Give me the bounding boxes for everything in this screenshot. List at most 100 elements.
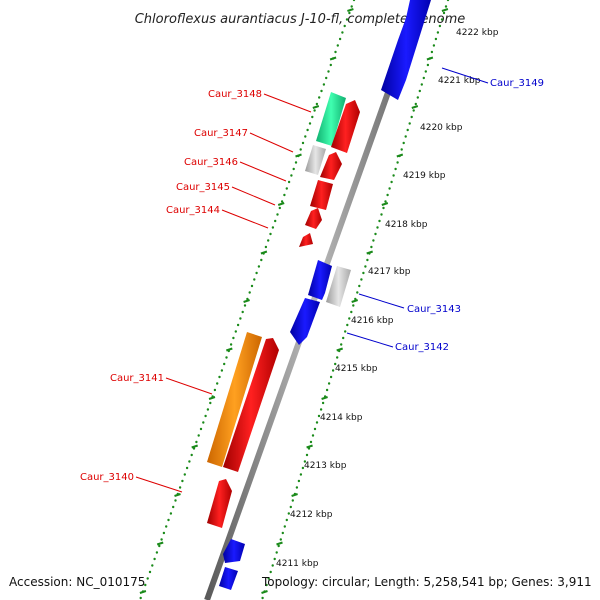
gene-feature-caur-3146[interactable] [310,180,333,210]
gene-feature-caur-3147[interactable] [305,145,326,175]
track-dot [199,427,203,431]
track-dot [388,187,391,190]
callout-caur-3146 [239,161,287,182]
track-dot [317,414,321,418]
gene-label[interactable]: Caur_3140 [80,472,134,483]
track-dot [352,304,355,307]
track-dot [280,200,284,203]
track-dot [325,388,329,392]
track-dot [420,83,423,86]
gene-label[interactable]: Caur_3147 [194,128,248,139]
track-dot [370,245,373,249]
gene-feature-caur-3147-right[interactable] [320,152,342,180]
track-dot [223,362,226,366]
callout-caur-3140 [135,476,183,493]
kbp-label: 4220 kbp [420,123,463,133]
track-dot [202,421,205,424]
track-dot [396,161,399,164]
track-dot [292,167,295,171]
gene-label[interactable]: Caur_3142 [395,342,449,353]
gene-feature-caur-3149[interactable] [381,0,431,100]
track-tick [291,493,298,497]
track-dot [273,557,276,561]
track-dot [341,31,344,34]
gene-feature-caur-3144[interactable] [299,233,313,247]
kbp-label: 4219 kbp [403,171,446,181]
gene-label[interactable]: Caur_3141 [110,373,164,384]
track-dot [225,356,228,359]
track-dot [418,89,421,93]
gene-feature-blue-lower-2[interactable] [219,567,238,590]
track-tick [381,202,389,206]
gene-feature-caur-3148[interactable] [316,92,346,146]
callout-caur-3144 [221,209,269,229]
track-dot [165,525,168,528]
gene-feature-caur-3145[interactable] [305,208,322,229]
track-dot [162,531,166,535]
inner-track-dotted [261,0,450,600]
track-dot [267,577,270,580]
track-dot [444,5,448,8]
gene-label[interactable]: Caur_3143 [407,304,461,315]
kbp-label: 4213 kbp [304,461,347,471]
track-tick [321,396,328,400]
outer-track-dotted [139,0,356,600]
track-dot [279,538,282,541]
gene-label[interactable]: Caur_3144 [166,205,220,216]
track-dot [319,408,323,411]
callout-caur-3147 [249,132,294,153]
gene-feature-caur-3141[interactable] [207,332,262,467]
track-dot [206,408,210,411]
track-dot [274,219,277,223]
gene-feature-caur-3140[interactable] [207,479,232,528]
track-dot [204,414,207,418]
gene-feature-caur-3141-right[interactable] [223,338,279,472]
track-dot [329,375,333,379]
track-dot [356,291,359,294]
track-dot [248,291,251,294]
track-dot [265,583,268,587]
track-dot [213,388,217,392]
track-dot [309,440,313,444]
gene-label[interactable]: Caur_3145 [176,182,230,193]
gene-feature-caur-3143-right[interactable] [326,266,351,307]
gene-feature-blue-lower-1[interactable] [223,539,245,563]
track-tick [396,153,404,158]
track-dot [301,466,305,470]
track-dot [331,369,335,372]
track-dot [283,525,286,528]
track-dot [414,102,417,106]
kbp-label: 4217 kbp [368,267,411,277]
gene-label[interactable]: Caur_3149 [490,78,544,89]
track-dot [327,70,330,73]
gene-feature-caur-3148-right[interactable] [331,100,360,153]
track-dot [144,583,147,587]
gene-label[interactable]: Caur_3148 [208,89,262,100]
track-tick [174,493,181,497]
track-dot [260,258,263,262]
track-dot [151,564,154,567]
track-dot [153,557,156,561]
track-tick [426,56,434,61]
kbp-label: 4211 kbp [276,559,319,569]
track-dot [291,499,294,502]
track-dot [155,551,159,554]
track-dot [167,518,170,522]
track-dot [306,128,309,132]
track-dot [232,336,235,340]
track-dot [197,434,200,437]
track-dot [336,356,339,359]
gene-feature-caur-3142[interactable] [290,298,320,345]
gene-label[interactable]: Caur_3146 [184,157,238,168]
track-dot [315,102,319,106]
gene-feature-caur-3143[interactable] [308,260,332,300]
track-dot [289,505,292,509]
track-dot [318,96,321,99]
callout-caur-3148 [263,93,312,113]
track-dot [139,596,142,600]
track-dot [426,63,430,67]
track-dot [255,271,258,275]
track-dot [320,89,323,93]
track-dot [321,401,325,405]
